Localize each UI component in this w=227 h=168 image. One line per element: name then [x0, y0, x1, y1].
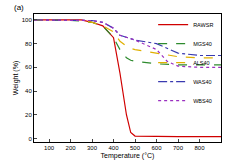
svg-text:Weight (%): Weight (%): [12, 61, 20, 96]
svg-text:MGS40: MGS40: [193, 41, 212, 47]
svg-text:(a): (a): [14, 3, 24, 12]
svg-text:600: 600: [152, 145, 163, 151]
svg-text:400: 400: [109, 145, 120, 151]
svg-text:800: 800: [195, 145, 206, 151]
svg-text:700: 700: [173, 145, 184, 151]
svg-text:0: 0: [28, 136, 32, 142]
svg-text:20: 20: [25, 112, 32, 118]
svg-text:ALS40: ALS40: [193, 60, 210, 66]
svg-text:200: 200: [66, 145, 77, 151]
svg-text:WAS40: WAS40: [193, 79, 211, 85]
svg-text:WBS40: WBS40: [193, 98, 212, 104]
svg-text:RAWSR: RAWSR: [193, 22, 213, 28]
svg-text:300: 300: [87, 145, 98, 151]
svg-text:40: 40: [25, 88, 32, 94]
svg-text:80: 80: [25, 41, 32, 47]
svg-text:100: 100: [44, 145, 55, 151]
svg-text:60: 60: [25, 64, 32, 70]
svg-text:Temperature (°C): Temperature (°C): [101, 152, 155, 160]
svg-text:100: 100: [22, 17, 33, 23]
svg-text:500: 500: [130, 145, 141, 151]
